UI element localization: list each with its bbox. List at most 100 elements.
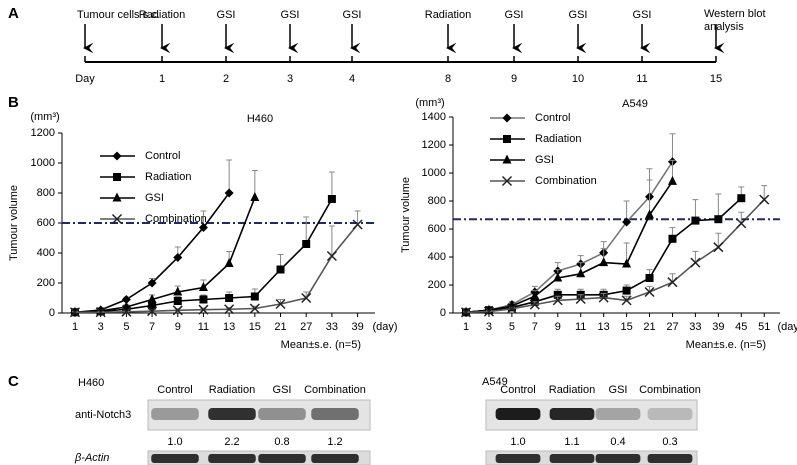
marker [301,292,312,304]
legend-label: Radiation [145,171,191,183]
x-tick-label: 45 [735,321,747,333]
marker [575,293,586,305]
series-line [74,197,256,314]
y-tick-label: 0 [440,307,446,319]
marker [759,194,770,205]
marker [148,301,157,310]
marker [576,268,586,278]
marker [225,294,234,302]
marker [198,304,209,315]
marker [172,305,183,316]
panel-label: B [8,94,19,111]
marker [622,258,632,268]
ratio: 2.2 [224,436,239,448]
marker [112,151,122,161]
marker [501,175,513,187]
ratio: 1.0 [510,436,525,448]
error-bar [715,193,722,220]
error-bar [328,225,335,256]
x-tick-label: 9 [175,321,181,333]
marker [530,290,540,300]
ratio: 0.3 [662,436,677,448]
marker [121,301,131,311]
error-bar [303,216,310,244]
panel-label: C [8,373,19,390]
marker [552,295,563,306]
y-tick-label: 0 [49,307,55,319]
error-bar [692,250,699,263]
marker [198,223,208,232]
error-bar [761,185,768,200]
series-line [465,199,765,314]
lane-label: Radiation [209,384,255,396]
series-line [75,223,359,314]
marker [250,192,260,201]
note: Mean±s.e. (n=5) [281,339,361,351]
y-tick-label: 1200 [422,139,446,151]
marker [622,286,631,295]
lane-label: Combination [639,384,701,396]
band [549,408,595,420]
error-bar [669,273,676,283]
x-tick-label: 7 [532,321,538,333]
x-axis-label: (day) [372,321,397,333]
day-label: 1 [159,73,165,85]
marker [598,292,609,303]
marker [224,258,234,267]
band [647,454,693,463]
error-bar [328,171,335,199]
x-tick-label: 11 [575,321,586,333]
marker [275,298,286,310]
marker [737,194,746,203]
event-label: Radiation [139,9,185,21]
x-tick-label: 3 [486,321,492,333]
marker [112,192,122,202]
x-tick-label: 15 [620,321,632,333]
error-bar [354,210,361,225]
marker [667,175,677,185]
x-tick-label: 5 [509,321,515,333]
marker [502,113,512,123]
marker [147,306,158,317]
x-tick-label: 5 [123,321,129,333]
marker [483,306,494,317]
band [595,408,641,420]
antibody-label: anti-Notch3 [75,409,131,421]
marker [95,307,106,318]
band [549,454,595,463]
y-tick-label: 800 [37,187,55,199]
marker [173,297,182,305]
y-tick-label: 200 [37,277,55,289]
event-label: Western blot analysis [704,8,766,33]
legend-label: Combination [535,175,597,187]
x-tick-label: 33 [689,321,701,333]
marker [249,303,260,314]
error-bar [646,179,653,215]
marker [645,209,655,219]
marker [352,219,363,230]
event-label: Radiation [425,9,471,21]
band [311,408,359,420]
day-label: 3 [287,73,293,85]
marker [667,277,678,288]
ratio: 1.2 [327,436,342,448]
day-label: 10 [572,73,584,85]
panel-label: A [8,5,19,22]
marker [173,253,183,262]
y-tick-label: 800 [428,195,446,207]
error-bar [226,159,233,193]
x-tick-label: 39 [712,321,724,333]
ratio: 1.1 [564,436,579,448]
y-tick-label: 400 [428,251,446,263]
y-unit: (mm³) [30,111,59,123]
marker [111,213,123,225]
cell-line: A549 [482,376,508,388]
x-tick-label: 15 [249,321,261,333]
lane-label: Combination [304,384,366,396]
marker [224,188,234,198]
y-tick-label: 1000 [422,167,446,179]
marker [113,173,121,181]
marker [714,215,723,224]
y-tick-label: 1400 [422,111,446,123]
y-axis-label: Tumour volume [8,185,20,261]
